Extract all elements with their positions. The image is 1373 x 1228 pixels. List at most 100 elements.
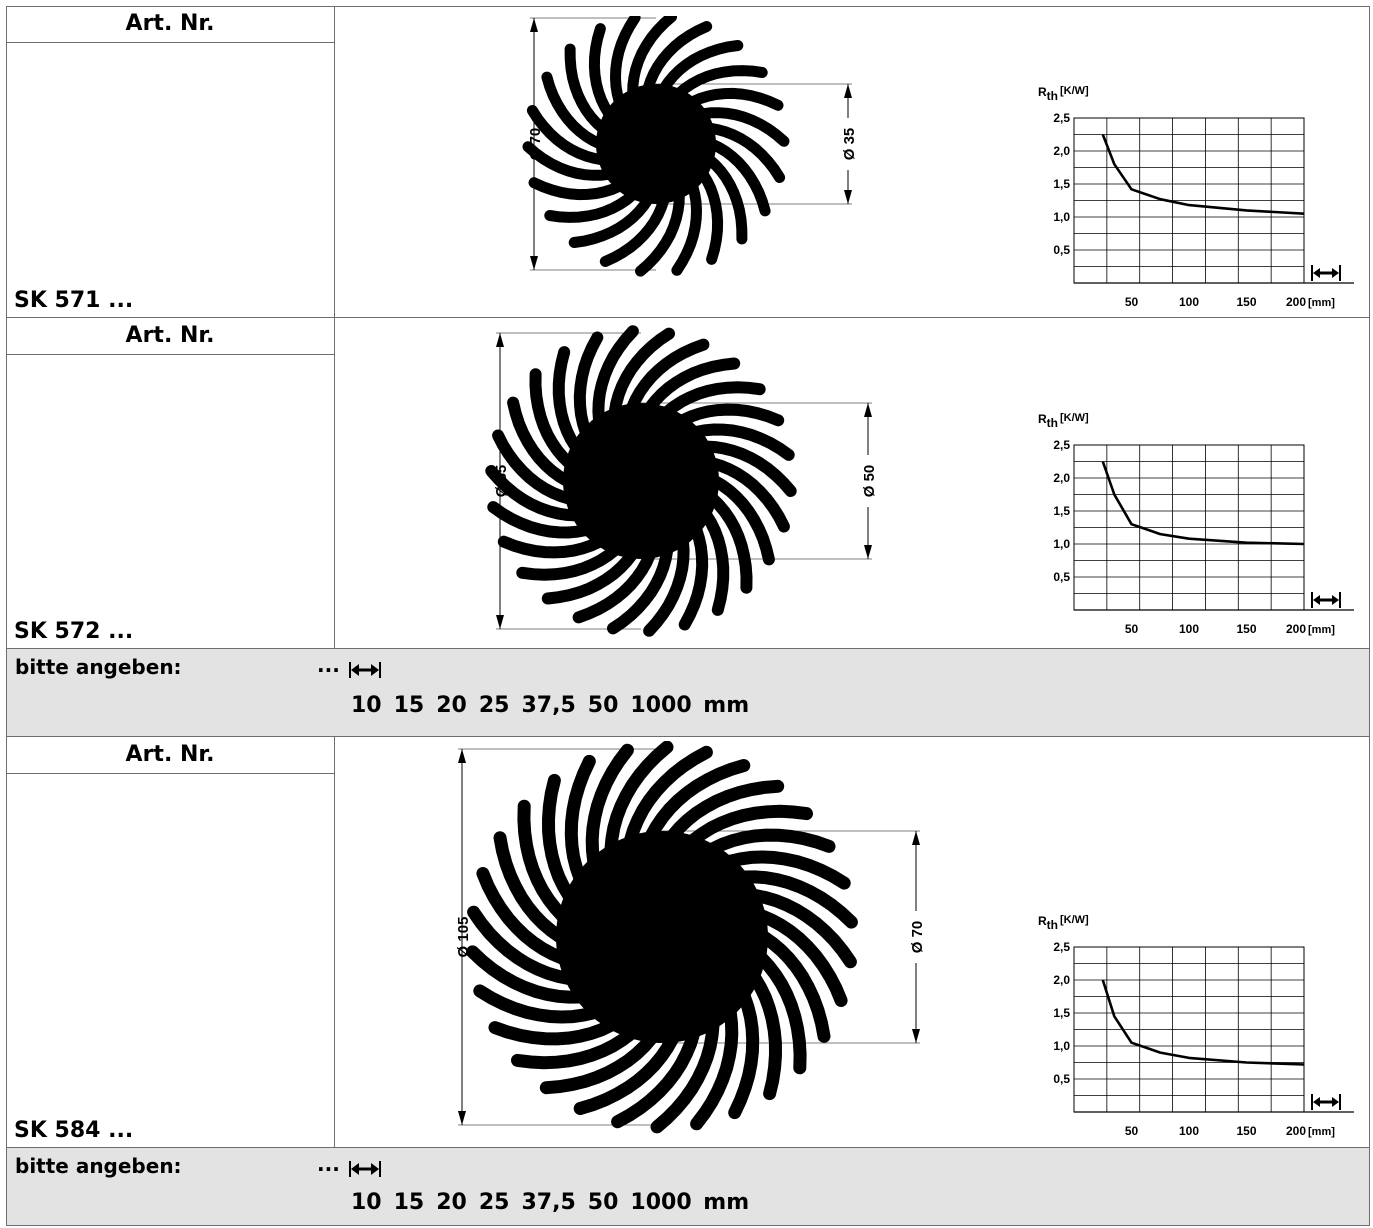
arrow-head bbox=[496, 333, 504, 347]
article-number: SK 584 ... bbox=[14, 1118, 134, 1143]
specify-label: bitte angeben: bbox=[15, 1154, 182, 1178]
length-arrow-icon bbox=[1332, 1097, 1339, 1107]
length-option[interactable]: 1000 mm bbox=[630, 693, 750, 718]
y-tick-label: 1,5 bbox=[1053, 504, 1070, 518]
length-option[interactable]: 37,5 bbox=[521, 1190, 576, 1215]
heatsink-fin bbox=[690, 423, 795, 461]
heatsink-fin bbox=[626, 338, 710, 414]
heatsink-fin bbox=[485, 465, 582, 522]
arrow-head bbox=[530, 18, 538, 32]
heatsink-fin bbox=[608, 327, 675, 418]
heatsink-fin bbox=[755, 909, 848, 1007]
outer-diameter-label: Ø 70 bbox=[527, 128, 544, 161]
heatsink-fin bbox=[748, 889, 857, 969]
thermal-resistance-chart: Rth [K/W] 0,5 1,0 1,5 2,0 2,5 50 100 150 200 [mm] bbox=[1038, 412, 1354, 636]
length-option[interactable]: 15 bbox=[393, 1190, 425, 1215]
x-unit-label: [mm] bbox=[1308, 1126, 1335, 1138]
length-option[interactable]: 25 bbox=[478, 1190, 510, 1215]
length-options: 10 15 20 25 37,5 50 1000 mm bbox=[351, 693, 761, 718]
arrow-head bbox=[912, 831, 920, 845]
length-option[interactable]: 50 bbox=[587, 693, 619, 718]
heatsink-fin bbox=[671, 180, 703, 276]
x-tick-label: 200 bbox=[1286, 622, 1306, 636]
heatsink-fin bbox=[728, 990, 760, 1120]
x-unit-label: [mm] bbox=[1308, 297, 1335, 309]
heatsink-fin bbox=[700, 440, 797, 497]
length-option[interactable]: 20 bbox=[436, 693, 467, 718]
heatsink-fin bbox=[609, 16, 641, 108]
length-options: 10 15 20 25 37,5 50 1000 mm bbox=[351, 1190, 761, 1215]
x-tick-label: 50 bbox=[1125, 622, 1139, 636]
length-arrow-icon bbox=[1332, 595, 1339, 605]
label-background bbox=[906, 911, 926, 963]
heatsink-fin bbox=[516, 544, 621, 581]
heatsink-fin bbox=[738, 870, 858, 929]
label-background bbox=[838, 118, 858, 170]
data-line bbox=[1101, 979, 1305, 1066]
length-option[interactable]: 20 bbox=[436, 1190, 467, 1215]
heatsink-fin bbox=[552, 346, 582, 453]
article-column: Art. Nr. SK 584 ... bbox=[6, 737, 335, 1147]
heatsink-fin bbox=[497, 535, 605, 559]
heatsink-fin bbox=[476, 867, 569, 965]
heatsink-fin bbox=[706, 492, 753, 594]
data-line bbox=[1101, 461, 1305, 546]
inner-diameter-label: Ø 70 bbox=[909, 921, 926, 954]
heatsink-fin bbox=[704, 122, 786, 183]
heatsink-fin bbox=[541, 548, 639, 605]
x-unit-label: [mm] bbox=[1308, 624, 1335, 636]
y-tick-label: 2,0 bbox=[1053, 973, 1070, 987]
inner-diameter-label: Ø 35 bbox=[841, 128, 858, 161]
heatsink-fin bbox=[755, 951, 807, 1075]
heatsink-fin bbox=[492, 429, 576, 505]
label-background bbox=[858, 455, 878, 507]
y-axis-label: Rth [K/W] bbox=[1038, 914, 1089, 932]
heatsink-fin bbox=[643, 357, 741, 414]
heatsink-fin bbox=[706, 138, 771, 217]
length-option[interactable]: 50 bbox=[587, 1190, 619, 1215]
article-column: Art. Nr. SK 571 ... bbox=[6, 6, 335, 317]
arrow-head bbox=[844, 84, 852, 98]
heatsink-fin bbox=[687, 804, 813, 847]
heatsink-fin bbox=[644, 759, 751, 843]
heatsink-drawing: Ø 85 Ø 50 bbox=[485, 325, 878, 637]
arrow-head bbox=[458, 1111, 466, 1125]
length-option[interactable]: 10 bbox=[351, 1190, 382, 1215]
heatsink-core bbox=[556, 831, 768, 1043]
heatsink-fin bbox=[706, 828, 836, 856]
length-option[interactable]: 1000 mm bbox=[630, 1190, 750, 1215]
heatsink-fin bbox=[541, 773, 576, 902]
x-tick-label: 150 bbox=[1236, 295, 1256, 309]
heatsink-fin bbox=[592, 325, 639, 427]
heatsink-fin bbox=[673, 65, 768, 99]
length-option[interactable]: 15 bbox=[393, 693, 425, 718]
heatsink-fin bbox=[666, 779, 785, 843]
section-sk584: Art. Nr. SK 584 ... Ø 105 Ø 70 Rth [K/W] 0,… bbox=[6, 737, 1370, 1148]
x-tick-label: 100 bbox=[1179, 1124, 1199, 1138]
y-tick-label: 1,0 bbox=[1053, 210, 1070, 224]
heatsink-core bbox=[563, 403, 719, 559]
article-number: SK 572 ... bbox=[14, 619, 134, 644]
y-tick-label: 0,5 bbox=[1053, 243, 1070, 257]
heatsink-fin bbox=[568, 193, 654, 248]
heatsink-fin bbox=[487, 501, 592, 539]
thermal-resistance-chart: Rth [K/W] 0,5 1,0 1,5 2,0 2,5 50 100 150 200 [mm] bbox=[1038, 914, 1354, 1138]
length-option[interactable]: 10 bbox=[351, 693, 382, 718]
y-tick-label: 0,5 bbox=[1053, 570, 1070, 584]
arrow-head bbox=[530, 256, 538, 270]
heatsink-fin bbox=[507, 396, 573, 487]
heatsink-fin bbox=[488, 1018, 618, 1046]
heatsink-fin bbox=[709, 475, 775, 566]
heatsink-fin bbox=[599, 193, 670, 267]
length-arrow-icon bbox=[349, 1161, 381, 1177]
length-option[interactable]: 25 bbox=[478, 693, 510, 718]
specify-label: bitte angeben: bbox=[15, 655, 182, 679]
length-option[interactable]: 37,5 bbox=[521, 693, 576, 718]
heatsink-fin bbox=[573, 1031, 680, 1115]
arrow-head bbox=[864, 545, 872, 559]
heatsink-fin bbox=[544, 189, 639, 223]
heatsink-fin bbox=[624, 745, 713, 847]
heatsink-fin bbox=[466, 945, 586, 1004]
y-tick-label: 1,0 bbox=[1053, 1039, 1070, 1053]
length-arrow-icon bbox=[1313, 1097, 1320, 1107]
